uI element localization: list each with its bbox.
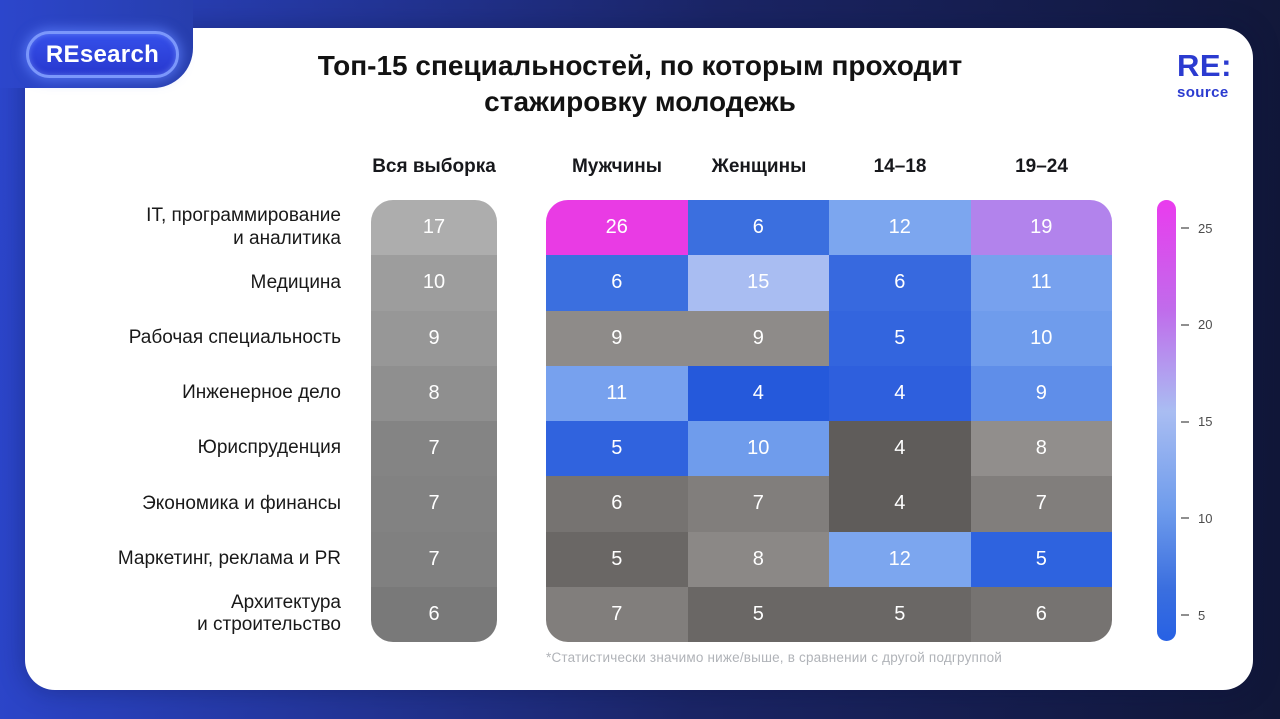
cell-all-sample: 10 <box>371 255 497 311</box>
heatmap-cell: 5 <box>546 531 688 587</box>
legend-tick-label: 5 <box>1198 607 1206 623</box>
heatmap-cell: 8 <box>687 531 829 587</box>
legend-tick-label: 10 <box>1198 510 1213 526</box>
heatmap-cell: 19 <box>970 200 1112 256</box>
research-badge: REsearch <box>26 31 179 78</box>
heatmap-cell: 9 <box>546 310 688 366</box>
heatmap-cell: 7 <box>970 476 1112 532</box>
legend-tick: 15 <box>1181 414 1212 430</box>
resource-logo-bottom: source <box>1177 83 1229 101</box>
heatmap-cell: 4 <box>829 365 971 421</box>
legend-tick: 25 <box>1181 220 1212 236</box>
row-labels: IT, программирование и аналитика Медицина… <box>40 200 341 642</box>
heatmap-cell: 6 <box>546 476 688 532</box>
row-label: Инженерное дело <box>182 382 341 404</box>
heatmap-cell: 10 <box>970 310 1112 366</box>
research-badge-label: REsearch <box>45 40 160 68</box>
legend-tick: 20 <box>1181 317 1212 333</box>
heatmap-cell: 5 <box>829 586 971 642</box>
legend-tick: 10 <box>1181 510 1212 526</box>
legend-tick-mark <box>1181 517 1189 520</box>
heatmap-cell: 9 <box>970 365 1112 421</box>
cell-all-sample: 7 <box>371 476 497 532</box>
cell-all-sample: 17 <box>371 200 497 256</box>
page-title: Топ-15 специальностей, по которым проход… <box>317 50 963 117</box>
heatmap-cell: 6 <box>687 200 829 256</box>
resource-logo: RE: source <box>1177 48 1247 101</box>
heatmap-cell: 11 <box>970 255 1112 311</box>
heatmap-cell: 8 <box>970 421 1112 477</box>
row-label: Юриспруденция <box>197 437 341 459</box>
heatmap-cell: 4 <box>687 365 829 421</box>
legend-tick-label: 20 <box>1198 317 1213 333</box>
heatmap-cell: 5 <box>970 531 1112 587</box>
heatmap-cell: 11 <box>546 365 688 421</box>
column-header-age-14-18: 14–18 <box>873 156 927 177</box>
legend-tick-label: 25 <box>1198 220 1213 236</box>
heatmap-cell: 6 <box>970 586 1112 642</box>
footnote: *Статистически значимо ниже/выше, в срав… <box>546 650 1003 665</box>
cell-all-sample: 6 <box>371 586 497 642</box>
cell-all-sample: 9 <box>371 310 497 366</box>
column-header-men: Мужчины <box>571 156 663 177</box>
column-header-all-sample: Вся выборка <box>372 156 496 177</box>
legend-gradient-bar <box>1157 200 1176 641</box>
heatmap-cell: 5 <box>546 421 688 477</box>
column-header-women: Женщины <box>711 156 807 177</box>
cell-all-sample: 8 <box>371 365 497 421</box>
legend-tick-mark <box>1181 614 1189 616</box>
row-label: Медицина <box>250 271 341 293</box>
heatmap-cell: 6 <box>546 255 688 311</box>
heatmap-cell: 12 <box>829 200 971 256</box>
heatmap-cell: 15 <box>687 255 829 311</box>
heatmap-cell: 7 <box>546 586 688 642</box>
heatmap-cell: 5 <box>829 310 971 366</box>
legend-tick-mark <box>1181 323 1189 326</box>
row-label: Маркетинг, реклама и PR <box>117 547 341 569</box>
heatmap-cell: 7 <box>687 476 829 532</box>
legend-tick: 5 <box>1181 607 1205 623</box>
resource-logo-top: RE: <box>1177 48 1232 83</box>
column-header-age-19-24: 19–24 <box>1015 156 1068 177</box>
heatmap-grid: 26 6 12 19 6 15 6 11 9 9 5 10 11 4 4 9 5 10 4 8 6 7 4 7 5 8 12 5 7 5 5… <box>546 200 1112 642</box>
heatmap-cell: 4 <box>829 421 971 477</box>
cell-all-sample: 7 <box>371 421 497 477</box>
legend-tick-mark <box>1181 420 1189 423</box>
legend-tick-label: 15 <box>1198 414 1213 429</box>
heatmap-cell: 10 <box>687 421 829 477</box>
heatmap-cell: 4 <box>829 476 971 532</box>
row-label: Архитектура и строительство <box>197 591 341 636</box>
row-label: Рабочая специальность <box>128 326 341 348</box>
heatmap-cell: 5 <box>687 586 829 642</box>
heatmap-cell: 26 <box>546 200 688 256</box>
heatmap-cell: 12 <box>829 531 971 587</box>
cell-all-sample: 7 <box>371 531 497 587</box>
row-label: Экономика и финансы <box>142 492 341 514</box>
row-label: IT, программирование и аналитика <box>146 205 341 249</box>
legend-tick-mark <box>1181 227 1189 229</box>
heatmap-cell: 9 <box>687 310 829 366</box>
heatmap-cell: 6 <box>829 255 971 311</box>
all-sample-column: 17 10 9 8 7 7 7 6 <box>371 200 497 642</box>
